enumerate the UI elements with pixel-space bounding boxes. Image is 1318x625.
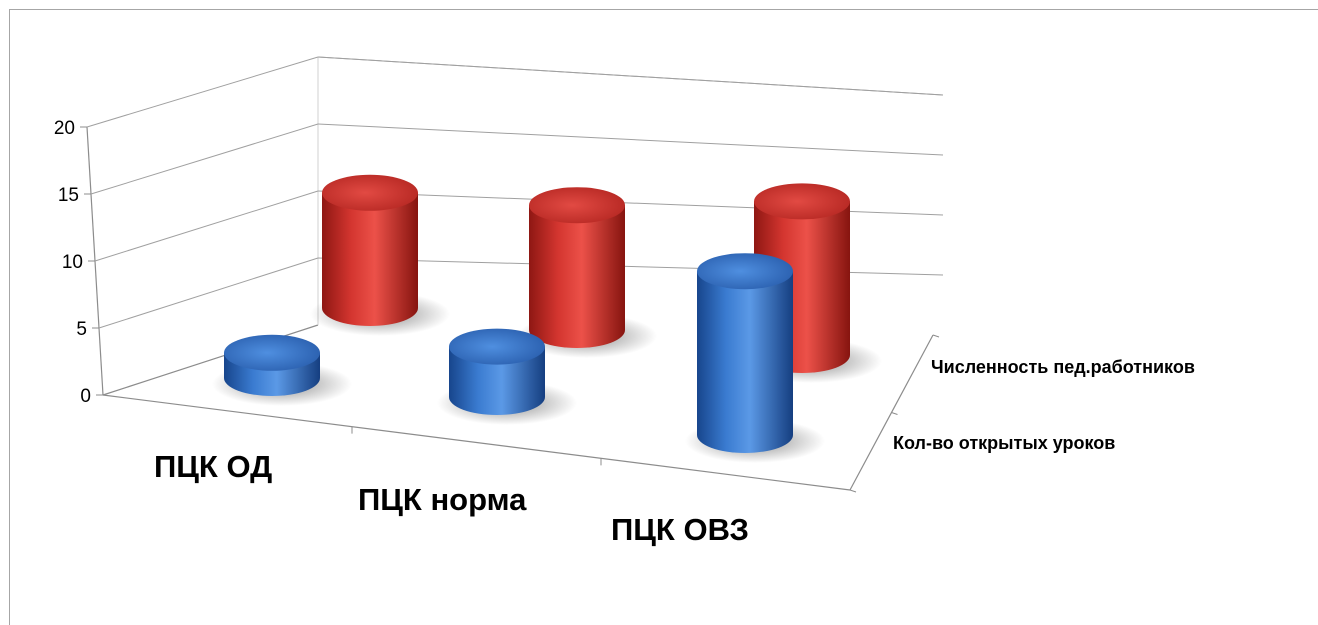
category-label: ПЦК норма bbox=[358, 482, 527, 517]
bar-openlessons-2 bbox=[449, 328, 545, 415]
y-tick-label: 0 bbox=[80, 386, 91, 407]
gridline-side bbox=[86, 56, 319, 128]
y-tick-label: 10 bbox=[62, 252, 83, 273]
gridline-side bbox=[98, 257, 319, 329]
gridline-side bbox=[94, 190, 319, 262]
depth-tick bbox=[891, 412, 898, 415]
bar-pedworkers-2-side bbox=[529, 205, 625, 348]
chart-border bbox=[9, 9, 1318, 625]
bar-openlessons-3-top bbox=[697, 253, 793, 290]
bar-openlessons-1-top bbox=[224, 334, 320, 371]
bar-openlessons-3 bbox=[697, 253, 793, 453]
depth-tick bbox=[849, 489, 857, 493]
floor-front-edge bbox=[102, 394, 851, 491]
gridline-back-top bbox=[317, 56, 944, 96]
category-label: ПЦК ОВЗ bbox=[611, 512, 749, 547]
bar-pedworkers-1-top bbox=[322, 174, 418, 211]
bar-pedworkers-1 bbox=[322, 174, 418, 326]
series-label: Численность пед.работников bbox=[931, 357, 1195, 377]
y-tick-label: 20 bbox=[54, 118, 75, 139]
category-label: ПЦК ОД bbox=[154, 449, 272, 484]
y-tick-label: 5 bbox=[76, 319, 87, 340]
bar-openlessons-2-side bbox=[449, 346, 545, 415]
labels-layer: 0 5 10 15 20 ПЦК ОД ПЦК норма ПЦК ОВЗ Кол-во отк… bbox=[54, 118, 1195, 547]
bar-openlessons-2-top bbox=[449, 328, 545, 365]
bar-pedworkers-2 bbox=[529, 187, 625, 348]
bar-openlessons-3-side bbox=[697, 271, 793, 453]
bars-layer bbox=[224, 174, 850, 453]
depth-tick bbox=[932, 334, 940, 338]
gridline-side bbox=[90, 123, 319, 195]
series-label: Кол-во открытых уроков bbox=[893, 433, 1115, 453]
bar-pedworkers-1-side bbox=[322, 192, 418, 326]
gridline-back bbox=[317, 123, 944, 156]
y-tick-label: 15 bbox=[58, 185, 79, 206]
bar-pedworkers-2-top bbox=[529, 187, 625, 224]
bar-openlessons-1 bbox=[224, 334, 320, 396]
bar-pedworkers-3-top bbox=[754, 183, 850, 220]
